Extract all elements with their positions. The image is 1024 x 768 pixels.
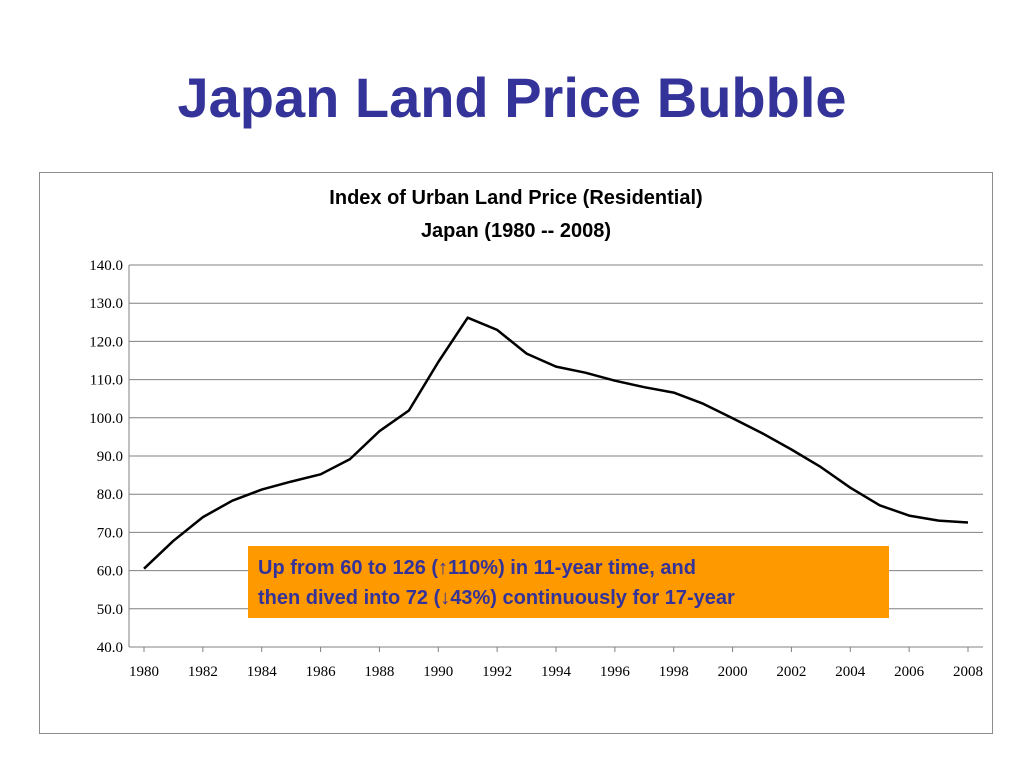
x-tick-label: 1992: [482, 664, 512, 680]
x-tick-label: 2004: [835, 664, 866, 680]
x-tick-label: 1980: [129, 664, 159, 680]
y-tick-label: 100.0: [89, 411, 123, 427]
y-tick-label: 70.0: [97, 525, 123, 541]
line-chart: 40.0 50.0 60.0 70.0 80.0 90.0 100.0 110.0 120.0 1…: [89, 258, 983, 680]
x-tick-label: 2008: [953, 664, 983, 680]
x-tick-label: 1982: [188, 664, 218, 680]
x-tick-label: 1996: [600, 664, 631, 680]
y-tick-label: 120.0: [89, 334, 123, 350]
y-tick-label: 40.0: [97, 640, 123, 656]
x-tick-label: 1984: [247, 664, 278, 680]
x-tick-label: 1994: [541, 664, 572, 680]
y-tick-label: 50.0: [97, 602, 123, 618]
x-tick-label: 1990: [423, 664, 453, 680]
x-tick-label: 2006: [894, 664, 925, 680]
axis-layer: [128, 265, 983, 652]
annotation-box: Up from 60 to 126 (↑110%) in 11-year tim…: [248, 546, 889, 618]
x-tick-layer: 1980 1982 1984 1986 1988 1990 1992 1994 1996 1998…: [129, 664, 983, 680]
annotation-line-2: then dived into 72 (↓43%) continuously f…: [258, 587, 735, 609]
y-tick-label: 60.0: [97, 564, 123, 580]
annotation-line-1: Up from 60 to 126 (↑110%) in 11-year tim…: [258, 557, 696, 579]
y-tick-label: 130.0: [89, 296, 123, 312]
y-tick-label: 90.0: [97, 449, 123, 465]
chart-frame: 40.0 50.0 60.0 70.0 80.0 90.0 100.0 110.0 120.0 1…: [39, 172, 993, 734]
x-tick-label: 2002: [776, 664, 806, 680]
series-line: [143, 316, 969, 570]
x-tick-label: 1988: [364, 664, 394, 680]
y-tick-layer: 40.0 50.0 60.0 70.0 80.0 90.0 100.0 110.0 120.0 1…: [89, 258, 123, 656]
x-tick-label: 1986: [306, 664, 337, 680]
chart-title: Index of Urban Land Price (Residential): [329, 187, 703, 209]
x-tick-label: 2000: [718, 664, 748, 680]
y-tick-label: 80.0: [97, 487, 123, 503]
y-tick-label: 140.0: [89, 258, 123, 274]
series-layer: [143, 316, 969, 570]
x-tick-label: 1998: [659, 664, 689, 680]
y-tick-label: 110.0: [90, 373, 123, 389]
chart-subtitle: Japan (1980 -- 2008): [420, 220, 612, 242]
slide-title: Japan Land Price Bubble: [177, 66, 847, 129]
